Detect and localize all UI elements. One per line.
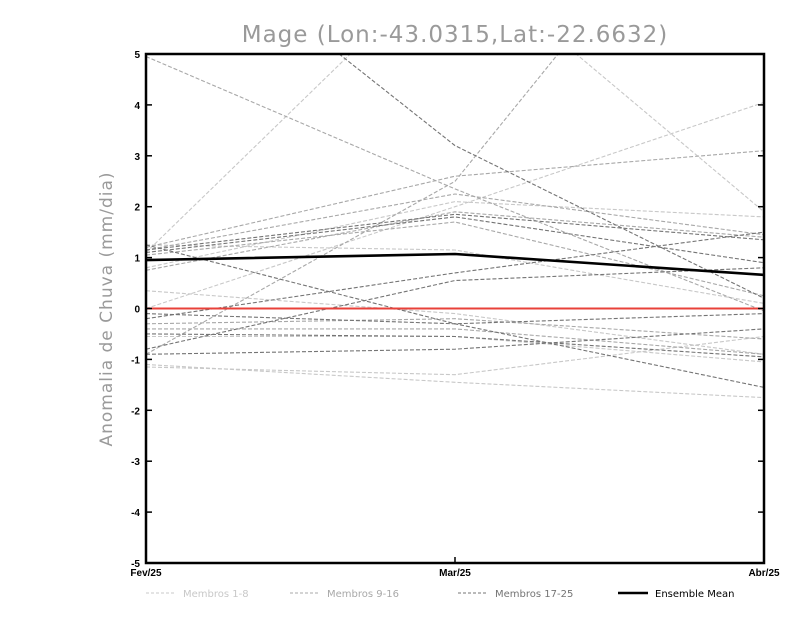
- series-line-ensemble-mean: [146, 252, 764, 277]
- series-line-membro-23: [146, 216, 764, 264]
- y-tick-label: 0: [134, 305, 140, 316]
- series-line-membro-12: [146, 211, 764, 271]
- series-line-membro-19: [146, 231, 764, 320]
- series-line-membro-22: [146, 267, 764, 350]
- series-line-membro-18: [146, 213, 764, 251]
- legend-label-membros-1-8: Membros 1-8: [183, 589, 249, 600]
- series-line-membro-2: [146, 54, 764, 253]
- series-line-membro-6: [146, 244, 764, 304]
- series-line-membro-1: [146, 101, 764, 310]
- chart-title: Mage (Lon:-43.0315,Lat:-22.6632): [242, 22, 669, 48]
- y-tick-label: -3: [131, 457, 140, 468]
- legend-label-membros-17-25: Membros 17-25: [495, 589, 573, 600]
- y-tick-label: 5: [134, 50, 140, 61]
- x-tick-label: Mar/25: [439, 568, 471, 579]
- y-tick-label: 1: [134, 254, 140, 265]
- y-axis-label: Anomalia de Chuva (mm/dia): [97, 171, 117, 446]
- series-layer: [146, 54, 764, 399]
- y-tick-label: -1: [131, 355, 140, 366]
- series-line-membro-5: [146, 290, 764, 355]
- series-line-membro-13: [146, 318, 764, 340]
- series-line-membro-7: [146, 201, 764, 269]
- series-line-membro-4: [146, 363, 764, 399]
- y-tick-label: -5: [131, 559, 140, 570]
- y-tick-label: 3: [134, 152, 140, 163]
- series-line-membro-24: [146, 313, 764, 325]
- series-line-membro-25: [338, 54, 764, 299]
- legend-label-membros-9-16: Membros 9-16: [327, 589, 399, 600]
- y-tick-label: -2: [131, 406, 140, 417]
- series-line-membro-9: [146, 55, 764, 312]
- legend: Membros 1-8 Membros 9-16 Membros 17-25 Ense…: [146, 589, 734, 600]
- series-line-membro-14: [146, 193, 764, 251]
- y-tick-label: -4: [131, 508, 140, 519]
- series-line-membro-3: [146, 335, 764, 376]
- series-line-membro-10: [146, 54, 559, 355]
- series-line-membro-20: [146, 328, 764, 355]
- y-tick-label: 4: [134, 101, 140, 112]
- y-tick-label: 2: [134, 203, 140, 214]
- series-line-membro-11: [146, 150, 764, 248]
- x-ticks: Fev/25 Mar/25 Abr/25: [130, 557, 780, 579]
- x-tick-label: Abr/25: [748, 568, 780, 579]
- series-line-membro-16: [146, 328, 764, 355]
- series-line-membro-21: [146, 333, 764, 358]
- legend-label-ensemble-mean: Ensemble Mean: [655, 589, 734, 600]
- series-line-membro-15: [146, 221, 764, 297]
- y-ticks: 5 4 3 2 1 0 -1 -2 -3 -4 -5: [131, 50, 764, 570]
- x-tick-label: Fev/25: [130, 568, 162, 579]
